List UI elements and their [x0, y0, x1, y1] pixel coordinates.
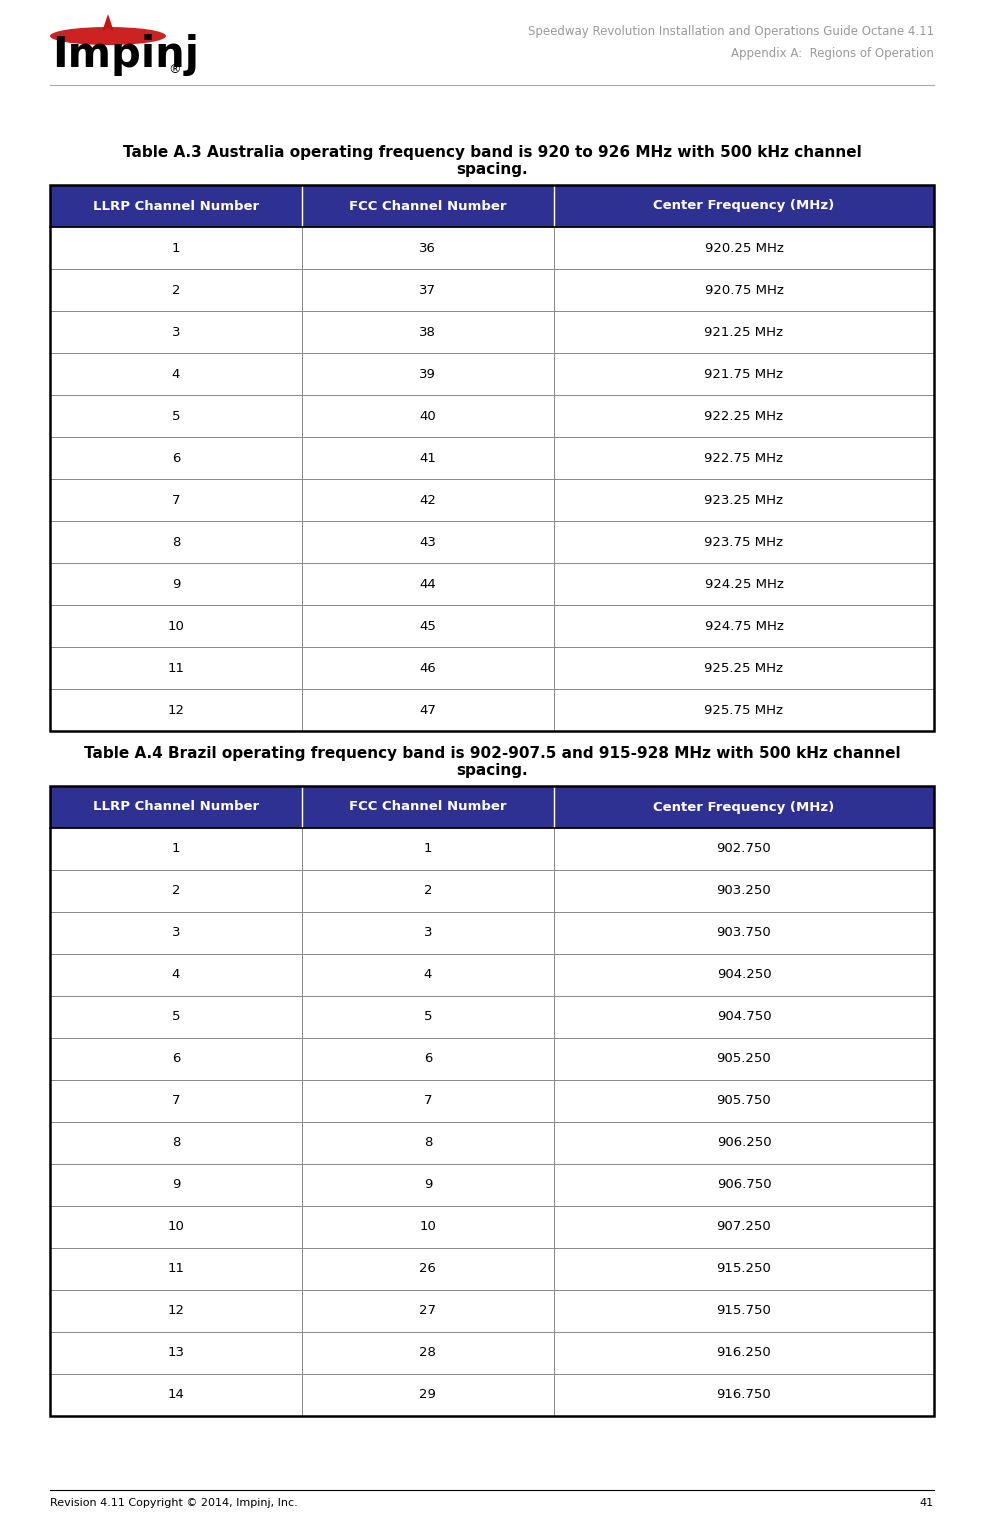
Text: 7: 7 [172, 494, 180, 506]
Text: 38: 38 [419, 325, 436, 339]
Text: 922.25 MHz: 922.25 MHz [705, 410, 783, 423]
Bar [50, 185, 934, 730]
Text: 7: 7 [424, 1094, 432, 1108]
Text: 44: 44 [419, 578, 436, 590]
Text: LLRP Channel Number: LLRP Channel Number [92, 801, 259, 813]
Text: 1: 1 [424, 842, 432, 856]
Text: 4: 4 [424, 969, 432, 981]
Text: 1: 1 [172, 842, 180, 856]
Text: 47: 47 [419, 703, 436, 717]
Text: 39: 39 [419, 368, 436, 380]
Text: Revision 4.11 Copyright © 2014, Impinj, Inc.: Revision 4.11 Copyright © 2014, Impinj, … [50, 1497, 298, 1508]
Text: 3: 3 [172, 325, 180, 339]
Text: 903.750: 903.750 [716, 926, 771, 940]
Text: 28: 28 [419, 1346, 436, 1360]
Text: 46: 46 [419, 662, 436, 674]
Text: 906.250: 906.250 [716, 1137, 771, 1149]
Text: 6: 6 [172, 451, 180, 465]
Text: 923.25 MHz: 923.25 MHz [705, 494, 783, 506]
Text: 916.750: 916.750 [716, 1389, 771, 1401]
Text: 920.75 MHz: 920.75 MHz [705, 284, 783, 296]
Text: 916.250: 916.250 [716, 1346, 771, 1360]
Text: 41: 41 [419, 451, 436, 465]
Text: 8: 8 [172, 535, 180, 549]
Text: 2: 2 [172, 284, 180, 296]
Text: 915.750: 915.750 [716, 1305, 771, 1317]
Text: 915.250: 915.250 [716, 1262, 771, 1276]
Text: 9: 9 [172, 1178, 180, 1192]
Text: 41: 41 [920, 1497, 934, 1508]
Text: 4: 4 [172, 368, 180, 380]
Text: 1: 1 [172, 241, 180, 255]
Text: 905.250: 905.250 [716, 1053, 771, 1065]
Bar [50, 785, 934, 828]
Text: 902.750: 902.750 [716, 842, 771, 856]
Text: 40: 40 [419, 410, 436, 423]
Text: 922.75 MHz: 922.75 MHz [705, 451, 783, 465]
Text: 8: 8 [424, 1137, 432, 1149]
Text: 5: 5 [172, 1010, 180, 1024]
Text: Speedway Revolution Installation and Operations Guide Octane 4.11: Speedway Revolution Installation and Ope… [527, 24, 934, 38]
Text: 905.750: 905.750 [716, 1094, 771, 1108]
Text: 9: 9 [172, 578, 180, 590]
Ellipse shape [50, 28, 166, 44]
Text: 42: 42 [419, 494, 436, 506]
Text: 4: 4 [172, 969, 180, 981]
Text: 3: 3 [172, 926, 180, 940]
Text: ®: ® [168, 63, 180, 76]
Text: Appendix A:  Regions of Operation: Appendix A: Regions of Operation [731, 47, 934, 60]
Text: Table A.4 Brazil operating frequency band is 902-907.5 and 915-928 MHz with 500 : Table A.4 Brazil operating frequency ban… [84, 746, 900, 778]
Text: 10: 10 [167, 619, 184, 633]
Text: 43: 43 [419, 535, 436, 549]
Text: 921.75 MHz: 921.75 MHz [705, 368, 783, 380]
Polygon shape [102, 14, 114, 32]
Text: 904.250: 904.250 [716, 969, 771, 981]
Text: FCC Channel Number: FCC Channel Number [349, 200, 507, 212]
Bar [50, 185, 934, 228]
Text: 924.75 MHz: 924.75 MHz [705, 619, 783, 633]
Text: 27: 27 [419, 1305, 437, 1317]
Text: 924.25 MHz: 924.25 MHz [705, 578, 783, 590]
Text: 925.25 MHz: 925.25 MHz [705, 662, 783, 674]
Text: 5: 5 [172, 410, 180, 423]
Text: 8: 8 [172, 1137, 180, 1149]
Text: 925.75 MHz: 925.75 MHz [705, 703, 783, 717]
Text: 10: 10 [419, 1221, 436, 1233]
Text: 14: 14 [167, 1389, 184, 1401]
Text: 10: 10 [167, 1221, 184, 1233]
Text: Center Frequency (MHz): Center Frequency (MHz) [653, 801, 834, 813]
Text: 904.750: 904.750 [716, 1010, 771, 1024]
Text: 907.250: 907.250 [716, 1221, 771, 1233]
Text: 6: 6 [424, 1053, 432, 1065]
Text: 45: 45 [419, 619, 436, 633]
Text: 12: 12 [167, 703, 184, 717]
Text: 13: 13 [167, 1346, 184, 1360]
Text: 3: 3 [424, 926, 432, 940]
Text: 2: 2 [424, 885, 432, 897]
Text: 920.25 MHz: 920.25 MHz [705, 241, 783, 255]
Text: 921.25 MHz: 921.25 MHz [705, 325, 783, 339]
Text: Center Frequency (MHz): Center Frequency (MHz) [653, 200, 834, 212]
Text: 11: 11 [167, 662, 184, 674]
Text: 26: 26 [419, 1262, 436, 1276]
Bar [50, 785, 934, 1416]
Text: 903.250: 903.250 [716, 885, 771, 897]
Text: 29: 29 [419, 1389, 436, 1401]
Text: 9: 9 [424, 1178, 432, 1192]
Text: 2: 2 [172, 885, 180, 897]
Text: 11: 11 [167, 1262, 184, 1276]
Text: 36: 36 [419, 241, 436, 255]
Text: FCC Channel Number: FCC Channel Number [349, 801, 507, 813]
Text: LLRP Channel Number: LLRP Channel Number [92, 200, 259, 212]
Text: 5: 5 [424, 1010, 432, 1024]
Text: Impinj: Impinj [52, 34, 199, 76]
Text: 37: 37 [419, 284, 437, 296]
Text: 6: 6 [172, 1053, 180, 1065]
Text: Table A.3 Australia operating frequency band is 920 to 926 MHz with 500 kHz chan: Table A.3 Australia operating frequency … [123, 145, 861, 177]
Text: 12: 12 [167, 1305, 184, 1317]
Text: 7: 7 [172, 1094, 180, 1108]
Text: 906.750: 906.750 [716, 1178, 771, 1192]
Text: 923.75 MHz: 923.75 MHz [705, 535, 783, 549]
